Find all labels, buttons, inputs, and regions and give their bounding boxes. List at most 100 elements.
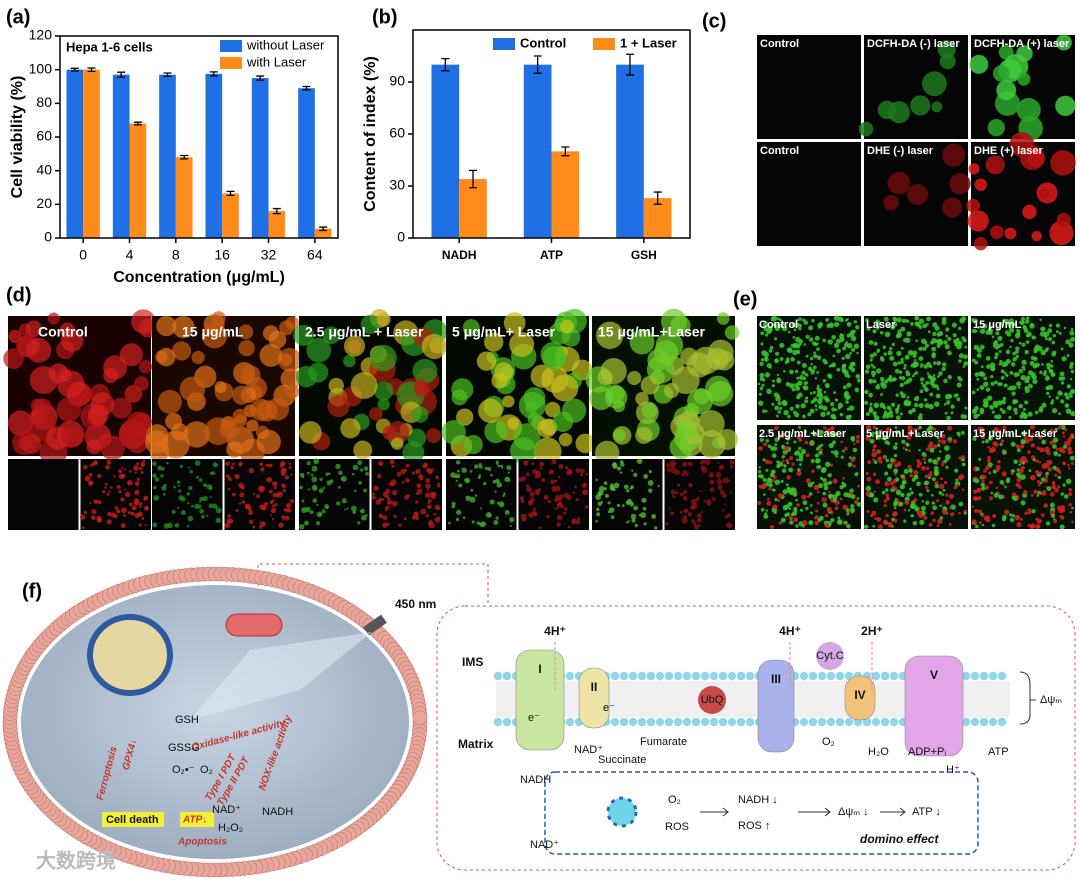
cell-signal bbox=[885, 496, 891, 501]
cell-signal bbox=[1010, 441, 1016, 447]
cell-signal bbox=[944, 411, 948, 415]
x-tick-label: 64 bbox=[307, 247, 323, 263]
bar bbox=[129, 123, 147, 238]
cell-signal bbox=[1009, 371, 1013, 375]
cell-signal bbox=[640, 512, 646, 519]
error-bar bbox=[70, 67, 79, 72]
cell-signal bbox=[813, 397, 818, 402]
cell-signal bbox=[427, 498, 432, 503]
y-tick-label: 0 bbox=[44, 229, 52, 245]
cell-signal bbox=[802, 414, 806, 419]
cell-signal bbox=[1003, 509, 1010, 515]
cell-signal bbox=[171, 341, 192, 361]
cell-signal bbox=[915, 339, 918, 342]
cell-signal bbox=[1039, 447, 1045, 453]
cell-signal bbox=[301, 499, 305, 503]
cell-signal bbox=[389, 459, 395, 465]
cell-signal bbox=[827, 473, 832, 478]
cell-signal bbox=[931, 383, 937, 388]
cell-signal bbox=[899, 412, 903, 416]
cell-signal bbox=[1068, 502, 1073, 507]
cell-signal bbox=[521, 516, 527, 522]
cell-signal bbox=[1013, 459, 1018, 465]
cell-signal bbox=[729, 459, 736, 465]
cell-signal bbox=[1061, 376, 1066, 381]
cell-signal bbox=[958, 501, 964, 507]
cell-signal bbox=[700, 511, 703, 514]
cell-signal bbox=[118, 490, 122, 494]
cell-signal bbox=[227, 518, 234, 524]
cell-signal bbox=[910, 363, 915, 368]
cell-signal bbox=[717, 484, 723, 491]
cell-signal bbox=[948, 506, 952, 510]
cell-signal bbox=[922, 383, 927, 388]
cell-signal bbox=[1050, 150, 1076, 176]
arrow bbox=[798, 807, 831, 817]
cell-signal bbox=[787, 414, 791, 419]
cell-signal bbox=[327, 395, 350, 418]
cell-signal bbox=[670, 467, 677, 474]
cell-signal bbox=[1045, 471, 1049, 476]
cell-signal bbox=[961, 488, 965, 492]
cell-signal bbox=[1009, 318, 1014, 324]
cell-signal bbox=[140, 471, 144, 475]
cell-signal bbox=[873, 490, 876, 494]
label: H₂O bbox=[868, 746, 889, 758]
cell-signal bbox=[883, 316, 889, 322]
cell-signal bbox=[798, 425, 801, 429]
cell-signal bbox=[927, 476, 931, 480]
cell-signal bbox=[1025, 375, 1031, 381]
cell-signal bbox=[995, 331, 1000, 336]
cell-signal bbox=[89, 501, 92, 505]
cell-signal bbox=[1020, 500, 1026, 506]
cell-signal bbox=[856, 497, 860, 500]
cell-signal bbox=[1032, 458, 1036, 462]
cell-signal bbox=[854, 387, 860, 393]
cell-signal bbox=[1063, 494, 1069, 499]
cell-signal bbox=[947, 374, 953, 380]
cell-signal bbox=[872, 411, 877, 416]
cell-signal bbox=[918, 492, 923, 497]
legend-label: 1 + Laser bbox=[620, 35, 677, 50]
cell-signal bbox=[914, 402, 919, 408]
cell-signal bbox=[768, 349, 773, 353]
cell-signal bbox=[869, 406, 873, 410]
cell-signal bbox=[681, 473, 685, 477]
cell-signal bbox=[1041, 363, 1044, 366]
cell-signal bbox=[786, 357, 790, 361]
cell-signal bbox=[905, 379, 911, 384]
cell-signal bbox=[816, 371, 820, 374]
cell-signal bbox=[796, 350, 801, 355]
cell-signal bbox=[875, 368, 882, 374]
cell-signal bbox=[799, 374, 805, 381]
cell-signal bbox=[289, 498, 295, 504]
cell-signal bbox=[760, 331, 765, 336]
cell-signal bbox=[868, 340, 874, 345]
cell-signal bbox=[969, 54, 989, 74]
cell-signal bbox=[526, 486, 532, 493]
cell-signal bbox=[987, 446, 991, 449]
cell-signal bbox=[933, 361, 937, 365]
cell-signal bbox=[934, 483, 939, 489]
cell-signal bbox=[261, 505, 267, 511]
cell-signal bbox=[816, 389, 821, 394]
cell-signal bbox=[853, 343, 860, 349]
cell-signal bbox=[539, 461, 545, 467]
cell-signal bbox=[851, 347, 856, 352]
cell-signal bbox=[142, 459, 146, 463]
cell-signal bbox=[945, 465, 949, 469]
cell-signal bbox=[358, 480, 363, 485]
cell-signal bbox=[1010, 362, 1016, 367]
cell-signal bbox=[1044, 475, 1049, 479]
cell-signal bbox=[91, 515, 96, 520]
cell-signal bbox=[917, 461, 922, 467]
nanozyme bbox=[606, 796, 638, 828]
cell-signal bbox=[940, 477, 944, 481]
x-tick-label: NADH bbox=[442, 248, 477, 262]
cell-signal bbox=[938, 371, 943, 376]
cell-signal bbox=[1051, 480, 1055, 484]
cell-signal bbox=[180, 510, 186, 516]
label: IMS bbox=[462, 655, 483, 669]
cell-signal bbox=[816, 384, 820, 388]
cell-signal bbox=[793, 440, 797, 444]
